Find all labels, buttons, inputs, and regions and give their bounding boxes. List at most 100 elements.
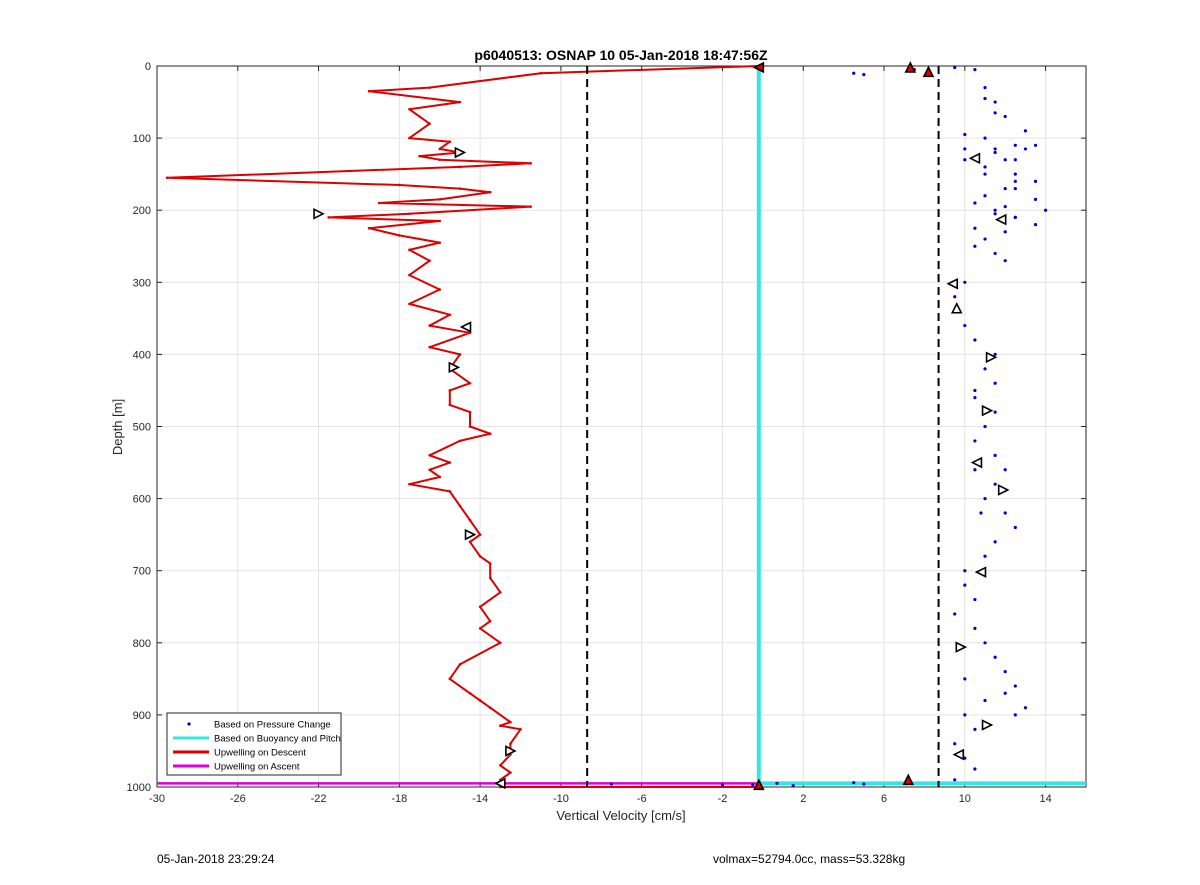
pressure-point [1044,208,1048,212]
pressure-point [1023,129,1028,133]
descent-point [428,454,431,457]
triangle-marker [997,484,1010,496]
pressure-point [963,583,967,587]
legend-label: Based on Pressure Change [214,720,331,731]
triangle-marker [981,719,994,731]
pressure-point [1003,670,1007,674]
pressure-point [963,677,967,681]
pressure-point [862,782,866,786]
descent-point [478,533,482,536]
legend: Based on Pressure Change Based on Buoyanc… [166,712,342,776]
pressure-point [993,482,997,486]
descent-point [438,198,442,201]
pressure-point [993,381,997,385]
descent-point [458,187,462,190]
descent-point [327,216,330,219]
y-tick-label: 900 [133,710,151,722]
legend-swatch-dot [187,722,191,726]
descent-point [408,302,411,306]
descent-point [428,86,431,89]
pressure-point [993,208,997,212]
pressure-point [963,132,967,137]
descent-point [478,554,482,558]
pressure-point [983,554,987,558]
y-tick-label: 100 [133,133,151,145]
x-tick-label: -10 [553,793,569,805]
pressure-point [862,73,866,77]
descent-point [398,234,401,237]
x-axis-label: Vertical Velocity [cm/s] [556,808,685,823]
pressure-point [983,367,987,371]
descent-point [458,504,462,508]
descent-point [468,381,472,385]
pressure-point [983,424,987,429]
descent-point [458,663,462,666]
triangle-marker [922,65,935,78]
descent-point [488,619,492,623]
descent-point [448,677,452,681]
triangle-marker [946,277,959,290]
descent-line [166,65,759,788]
pressure-point [983,641,987,645]
descent-point [488,576,492,580]
descent-point [478,627,482,630]
pressure-point [983,698,987,703]
descent-point [438,475,442,479]
pressure-point [1003,114,1007,119]
triangle-marker [459,321,472,333]
pressure-point [1003,186,1007,191]
descent-point [468,518,472,522]
y-tick-label: 500 [133,422,151,434]
descent-point [488,432,492,436]
pressure-point [973,439,977,443]
pressure-point [1003,259,1007,263]
descent-point [458,353,462,356]
y-tick-label: 300 [133,277,151,289]
pressure-point [852,71,856,75]
pressure-point [983,165,987,169]
pressure-point [1013,525,1017,530]
pressure-point [973,468,977,472]
pressure-point [973,396,977,400]
y-tick-label: 1000 [127,782,151,794]
pressure-point [993,655,997,659]
descent-point [428,345,431,349]
pressure-point [1003,468,1007,472]
x-tick-label: 2 [800,793,806,805]
marker-layer [313,61,1010,791]
pressure-point [953,65,957,70]
descent-point [165,176,169,180]
pressure-point [963,280,967,284]
x-tick-label: -22 [311,793,327,805]
descent-point [468,540,472,544]
descent-point [458,100,462,104]
triangle-marker [974,566,987,578]
x-tick-label: 10 [959,793,971,805]
pressure-point [983,237,987,241]
descent-point [478,605,482,609]
footer-info: volmax=52794.0cc, mass=53.328kg [713,852,906,866]
descent-point [408,136,411,140]
pressure-point [993,147,997,151]
pressure-point [1033,223,1038,227]
descent-point [488,706,492,709]
pressure-point [963,713,967,717]
descent-point [529,162,532,165]
pressure-point [852,781,856,785]
descent-point [408,248,411,252]
triangle-marker [752,61,765,74]
pressure-point [720,783,725,787]
descent-point [448,140,452,144]
legend-label: Based on Buoyancy and Pitch [214,734,341,745]
x-tick-label: -26 [230,793,246,805]
pressure-point [973,201,977,205]
y-tick-label: 200 [133,205,151,217]
grid-lines [156,65,1086,788]
pressure-point [993,352,997,356]
pressure-point [1033,179,1038,183]
descent-point [519,728,522,731]
descent-point [488,562,492,565]
y-tick-label: 400 [133,349,151,361]
axis-ticks: -30 -26 -22 -18 -14 -10 -6 -2 2 6 10 14010020030040… [127,61,1086,805]
x-tick-label: -14 [472,793,488,805]
